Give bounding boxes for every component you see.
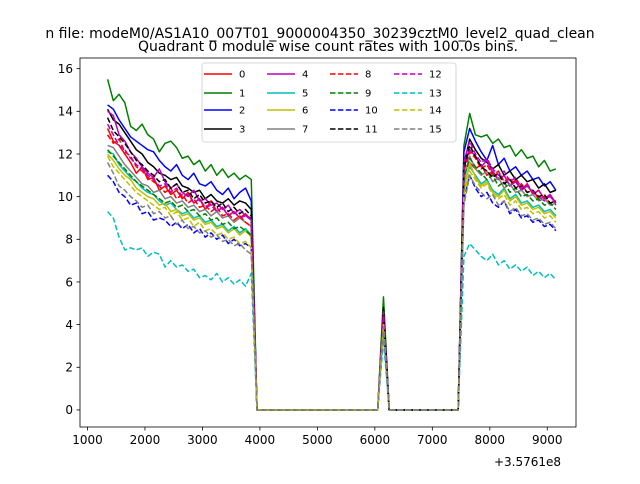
legend-entry-11: 11 [330, 125, 378, 136]
y-tick-label: 14 [58, 105, 73, 119]
series-line-15 [106, 162, 557, 411]
y-tick-label: 12 [58, 147, 73, 161]
x-tick-label: 3000 [187, 433, 218, 447]
legend-entry-3: 3 [204, 125, 245, 136]
x-offset-label: +3.5761e8 [494, 455, 561, 469]
y-tick-label: 6 [65, 275, 73, 289]
legend-label: 11 [365, 125, 378, 136]
legend-entry-9: 9 [330, 89, 371, 100]
legend-label: 8 [365, 70, 371, 81]
y-tick-label: 2 [65, 361, 73, 375]
x-tick-label: 7000 [417, 433, 448, 447]
x-tick-label: 2000 [130, 433, 161, 447]
y-tick-label: 4 [65, 318, 73, 332]
legend-label: 12 [429, 70, 442, 81]
legend-label: 0 [239, 70, 245, 81]
x-tick-label: 5000 [302, 433, 333, 447]
legend-entry-8: 8 [330, 70, 371, 81]
series-line-14 [106, 155, 557, 411]
legend-label: 4 [302, 70, 308, 81]
legend-entry-5: 5 [267, 89, 308, 100]
legend-label: 9 [365, 89, 371, 100]
legend-label: 14 [429, 106, 442, 117]
legend-label: 15 [429, 125, 442, 136]
legend-label: 1 [239, 89, 245, 100]
legend-label: 2 [239, 106, 245, 117]
x-tick-label: 4000 [245, 433, 276, 447]
y-tick-label: 8 [65, 233, 73, 247]
y-tick-label: 10 [58, 190, 73, 204]
legend-label: 10 [365, 106, 378, 117]
series-line-8 [106, 134, 557, 411]
figure-suptitle: n file: modeM0/AS1A10_007T01_9000004350_… [45, 26, 594, 42]
y-tick-label: 16 [58, 62, 73, 76]
legend-label: 7 [302, 125, 308, 136]
y-tick-label: 0 [65, 403, 73, 417]
legend-label: 5 [302, 89, 308, 100]
legend-entry-1: 1 [204, 89, 245, 100]
legend-entry-12: 12 [394, 70, 442, 81]
legend-entry-14: 14 [394, 106, 442, 117]
x-tick-label: 1000 [72, 433, 103, 447]
chart-title: Quadrant 0 module wise count rates with … [138, 39, 518, 55]
legend-entry-7: 7 [267, 125, 308, 136]
x-tick-label: 8000 [475, 433, 506, 447]
axes-frame [79, 57, 577, 428]
plot-area [106, 79, 557, 411]
legend-box [201, 62, 457, 143]
legend-entry-13: 13 [394, 89, 442, 100]
legend-entry-10: 10 [330, 106, 378, 117]
series-lines [106, 79, 557, 411]
legend-label: 3 [239, 125, 245, 136]
legend-label: 6 [302, 106, 308, 117]
legend-entry-0: 0 [204, 70, 245, 81]
x-tick-label: 6000 [360, 433, 391, 447]
axes: 1000 2000 3000 4000 5000 6000 7000 8000 9000 0 2 4 6… [58, 57, 577, 447]
x-tick-label: 9000 [532, 433, 563, 447]
legend-entry-2: 2 [204, 106, 245, 117]
legend-entry-4: 4 [267, 70, 308, 81]
legend-entry-15: 15 [394, 125, 442, 136]
legend-label: 13 [429, 89, 442, 100]
legend-entry-6: 6 [267, 106, 308, 117]
